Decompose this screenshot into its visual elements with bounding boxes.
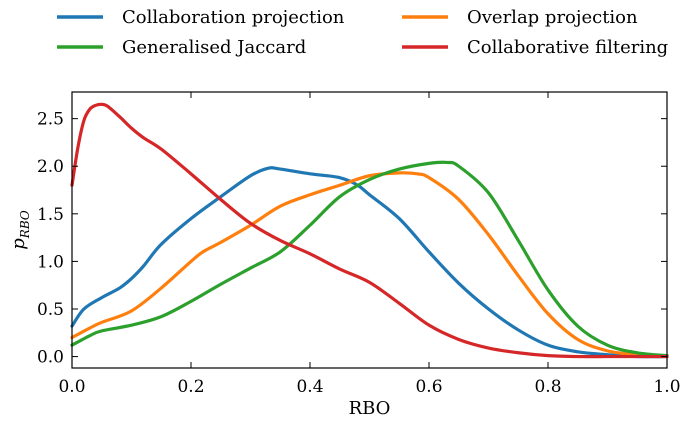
y-axis-label-subscript: RBO — [18, 210, 32, 239]
x-axis-label: RBO — [349, 398, 391, 419]
x-tick-label: 1.0 — [653, 377, 680, 397]
axis-ticks: 0.0 0.2 0.4 0.6 0.8 1.0 0.0 0.5 1.0 1.5 2.0 2.5 — [37, 92, 681, 397]
y-tick-label: 2.5 — [37, 110, 64, 130]
x-tick-label: 0.4 — [296, 377, 323, 397]
plot-frame — [71, 91, 668, 369]
y-tick-label: 0.0 — [37, 348, 64, 368]
y-tick-label: 1.5 — [37, 205, 64, 225]
legend-label-collaborative-filtering: Collaborative filtering — [467, 37, 668, 58]
legend-label-collaboration-projection: Collaboration projection — [122, 7, 345, 28]
plot-series — [70, 102, 669, 359]
legend-label-generalised-jaccard: Generalised Jaccard — [122, 37, 306, 58]
y-axis-label-main: p — [8, 238, 29, 250]
x-tick-label: 0.8 — [534, 377, 561, 397]
series-line-generalised-jaccard — [70, 160, 669, 358]
legend: Collaboration projection Overlap projecti… — [57, 7, 668, 58]
series-line-collaborative-filtering — [70, 102, 669, 359]
y-tick-label: 0.5 — [37, 300, 64, 320]
y-tick-label: 1.0 — [37, 252, 64, 272]
y-axis-label: pRBO — [8, 210, 32, 250]
x-tick-label: 0.2 — [177, 377, 204, 397]
legend-label-overlap-projection: Overlap projection — [467, 7, 638, 28]
y-tick-label: 2.0 — [37, 157, 64, 177]
series-line-overlap-projection — [70, 171, 669, 359]
series-line-collaboration-projection — [70, 166, 669, 359]
x-tick-label: 0.0 — [58, 377, 85, 397]
x-tick-label: 0.6 — [415, 377, 442, 397]
